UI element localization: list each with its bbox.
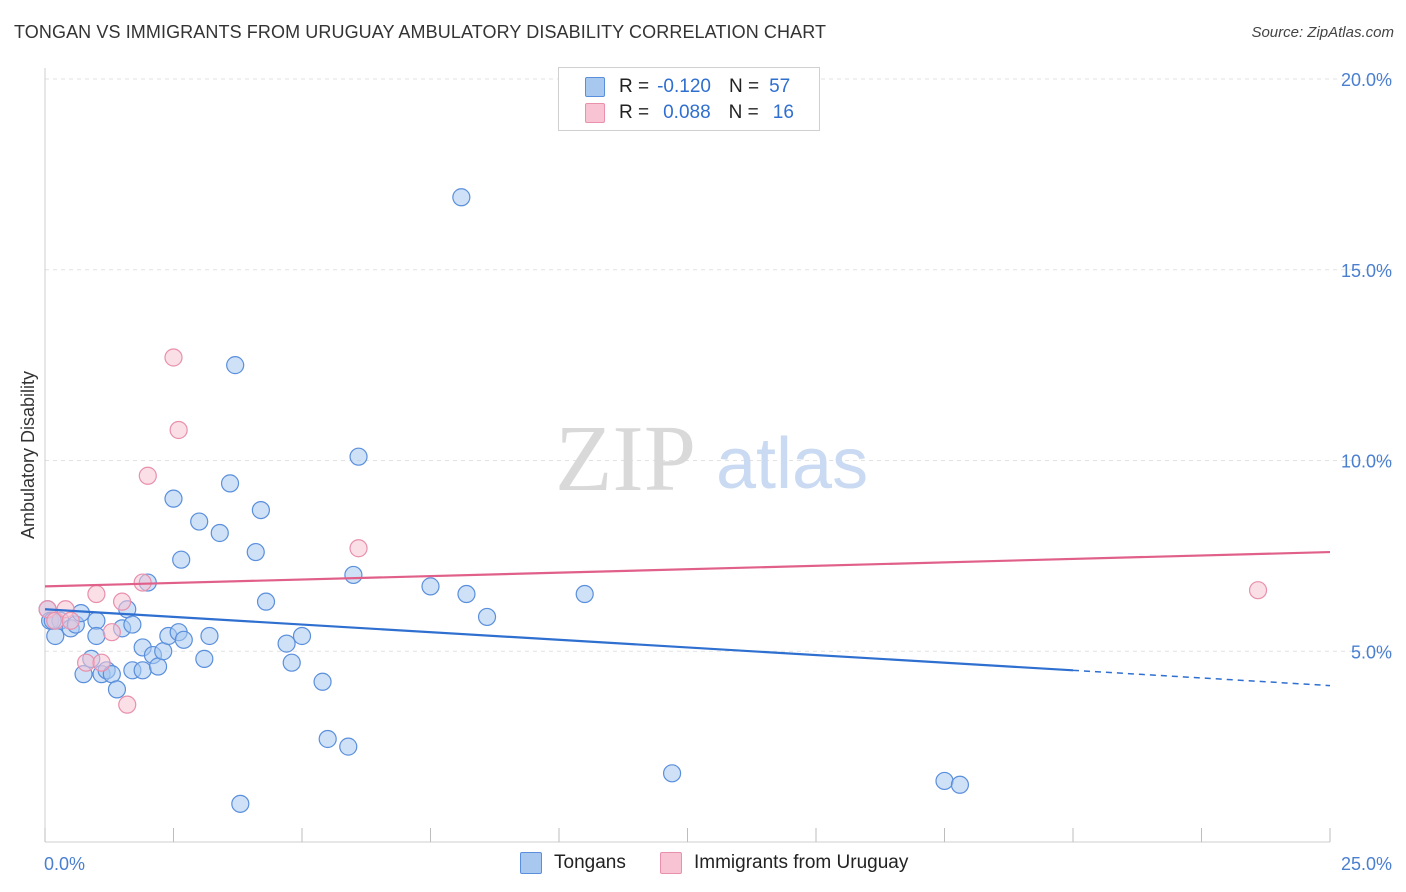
tongan-trend-line — [44, 608, 1074, 672]
tongan-point — [46, 626, 65, 646]
correlation-legend: R = -0.120 N = 57 R = 0.088 N = 16 — [558, 67, 820, 131]
y-axis-label: Ambulatory Disability — [18, 371, 38, 539]
uruguay-point — [112, 592, 132, 611]
y-tick-label: 15.0% — [1341, 261, 1392, 281]
legend-n-value: 57 — [769, 76, 791, 97]
bottom-legend-uruguay: Immigrants from Uruguay — [660, 852, 908, 874]
uruguay-point — [169, 420, 188, 440]
tongan-point — [256, 592, 276, 611]
tongan-point — [174, 630, 193, 649]
y-tick-label: 10.0% — [1341, 452, 1392, 472]
chart-title: TONGAN VS IMMIGRANTS FROM URUGUAY AMBULA… — [14, 22, 827, 42]
uruguay-point — [92, 653, 111, 672]
tongan-point — [123, 615, 142, 634]
x-tick-marks — [44, 828, 1331, 842]
legend-r-value: -0.120 — [657, 76, 711, 97]
tongan-point — [662, 764, 682, 783]
tongan-point — [87, 626, 106, 646]
y-tick-label: 5.0% — [1351, 642, 1392, 662]
uruguay-point — [1248, 581, 1268, 600]
tongan-point — [172, 550, 191, 569]
gridlines — [45, 78, 1392, 652]
tongan-point — [477, 607, 497, 627]
legend-r-value: 0.088 — [663, 102, 711, 123]
bottom-legend-tongans: Tongans — [520, 852, 626, 874]
tongan-point — [154, 642, 173, 661]
legend-n-label: N = — [728, 102, 759, 123]
tongan-point — [421, 577, 440, 596]
uruguay-point — [61, 611, 80, 630]
tongan-point — [457, 584, 476, 604]
y-tick-label: 20.0% — [1341, 70, 1392, 90]
tongan-trend-extension — [1072, 669, 1331, 687]
uruguay-point — [118, 695, 137, 714]
source-label: Source: ZipAtlas.com — [1251, 24, 1394, 41]
x-tick-label-max: 25.0% — [1341, 854, 1392, 874]
uruguay-point — [87, 584, 106, 604]
tongan-point — [164, 489, 183, 508]
legend-swatch-tongans — [585, 77, 605, 97]
tongan-point — [277, 634, 296, 653]
bottom-legend-label-uruguay: Immigrants from Uruguay — [694, 852, 909, 873]
tongan-point — [133, 661, 152, 680]
tongan-point — [231, 794, 250, 813]
bottom-legend-label-tongans: Tongans — [554, 852, 626, 873]
legend-row-uruguay: R = 0.088 N = 16 — [585, 101, 794, 125]
y-tick-labels: 5.0% 10.0% 15.0% 20.0% — [1341, 70, 1392, 662]
legend-row-tongans: R = -0.120 N = 57 — [585, 75, 790, 99]
tongan-point — [935, 771, 954, 791]
tongan-point — [210, 523, 229, 543]
tongan-point — [292, 626, 312, 646]
legend-n-label: N = — [728, 76, 760, 97]
legend-n-value: 16 — [772, 102, 794, 123]
tongan-point — [349, 447, 368, 466]
tongan-point — [148, 657, 168, 676]
tongan-point — [200, 626, 219, 646]
tongan-point — [190, 512, 209, 531]
watermark: ZIP atlas — [555, 407, 868, 511]
tongan-point — [226, 356, 245, 375]
tongan-point — [87, 611, 106, 630]
legend-swatch-uruguay — [585, 103, 605, 123]
uruguay-point — [349, 539, 368, 558]
uruguay-point — [77, 653, 96, 672]
uruguay-point — [164, 348, 183, 367]
data-points — [38, 188, 1268, 813]
tongan-point — [195, 649, 214, 668]
x-tick-label-min: 0.0% — [44, 854, 85, 874]
tongan-point — [950, 775, 970, 794]
uruguay-point — [102, 623, 121, 642]
tongan-point — [220, 474, 240, 493]
tongan-point — [107, 680, 127, 699]
legend-r-label: R = — [619, 102, 650, 123]
legend-r-label: R = — [619, 76, 650, 97]
tongan-point — [313, 672, 332, 691]
tongan-point — [246, 542, 265, 562]
bottom-legend-swatch-uruguay — [660, 852, 682, 874]
watermark-zip: ZIP — [555, 407, 696, 511]
tongan-point — [452, 188, 471, 207]
tongan-point — [344, 565, 363, 585]
bottom-legend-swatch-tongans — [520, 852, 542, 874]
tongan-point — [575, 584, 594, 604]
trend-lines — [44, 550, 1331, 687]
uruguay-point — [138, 466, 157, 485]
tongan-point — [339, 737, 358, 756]
tongan-point — [282, 653, 301, 672]
tongan-point — [251, 500, 270, 520]
watermark-atlas: atlas — [716, 424, 868, 504]
uruguay-trend-line — [44, 550, 1331, 588]
tongan-point — [318, 729, 337, 749]
